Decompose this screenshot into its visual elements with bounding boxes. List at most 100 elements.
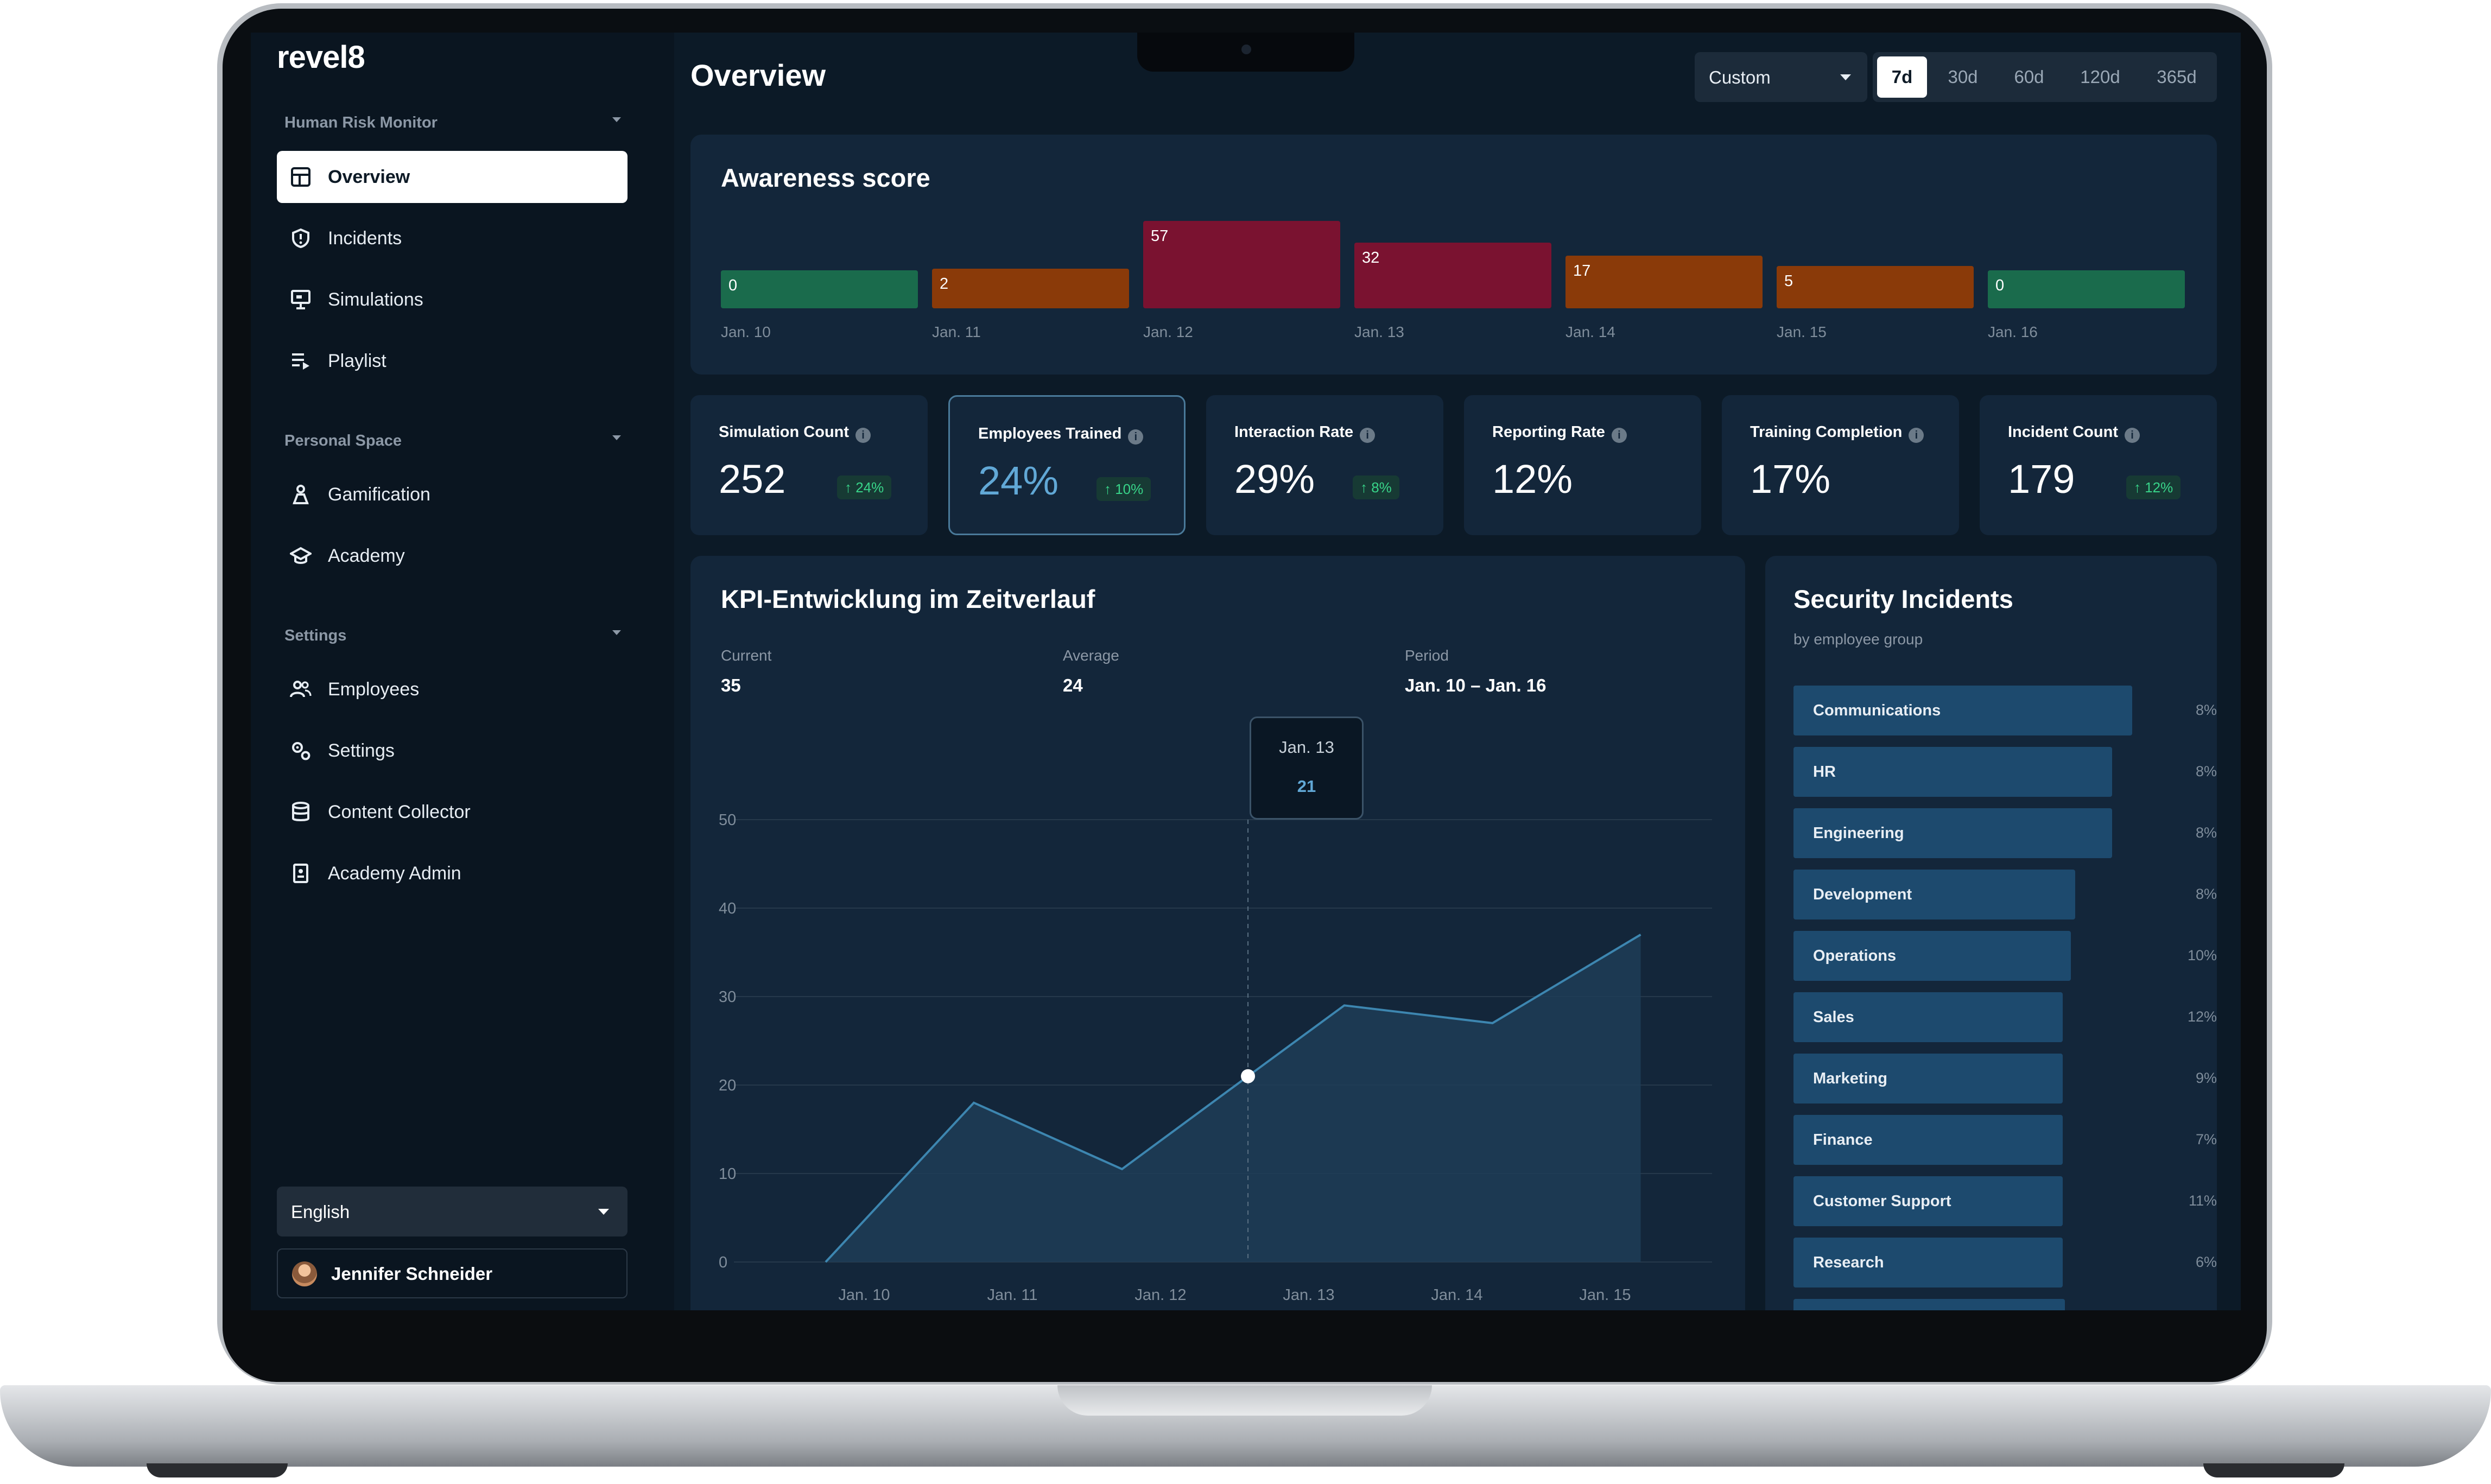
x-tick-label: Jan. 15 — [1579, 1286, 1631, 1304]
incident-group-bar[interactable]: Customer Support — [1793, 1176, 2063, 1226]
incident-group-pct: 12% — [2187, 1009, 2217, 1025]
kpi-value: 24% — [978, 458, 1059, 503]
incident-group-bar[interactable]: Development — [1793, 870, 2075, 919]
kpi-value: 17% — [1750, 456, 1831, 502]
incident-group-pct: 8% — [2195, 702, 2217, 718]
incident-group-name: HR — [1813, 763, 1836, 781]
incident-group-name: Research — [1813, 1254, 1884, 1271]
sidebar-item-employees[interactable]: Employees — [277, 663, 627, 715]
awareness-block[interactable]: 17 — [1565, 255, 1763, 308]
period-label: Period — [1405, 647, 1449, 664]
x-tick-label: Jan. 11 — [987, 1286, 1038, 1304]
sidebar-item-label: Playlist — [328, 351, 386, 371]
kpi-label: Incident Count i — [2008, 423, 2140, 443]
incident-group-pct: 11% — [2188, 1193, 2217, 1209]
awareness-block[interactable]: 57 — [1143, 220, 1340, 308]
section-header-personal-space[interactable]: Personal Space — [284, 432, 621, 454]
user-profile-button[interactable]: Jennifer Schneider — [277, 1248, 627, 1298]
sidebar-item-overview[interactable]: Overview — [277, 151, 627, 203]
avatar — [292, 1261, 317, 1286]
kpi-card[interactable]: Training Completion i 17% — [1722, 395, 1959, 535]
awareness-block[interactable]: 0 — [721, 270, 918, 308]
tab-365d[interactable]: 365d — [2157, 67, 2197, 87]
graduation-cap-icon — [290, 547, 312, 564]
user-name: Jennifer Schneider — [331, 1264, 493, 1284]
sidebar-item-simulations[interactable]: Simulations — [277, 274, 627, 326]
date-range-select[interactable]: Custom — [1695, 52, 1867, 102]
incident-group-bar[interactable]: Communications — [1793, 686, 2132, 735]
incident-group-name: Finance — [1813, 1131, 1873, 1149]
kpi-value: 29% — [1234, 456, 1315, 502]
sidebar-item-gamification[interactable]: Gamification — [277, 468, 627, 521]
kpi-card[interactable]: Simulation Count i 252 ↑ 24% — [690, 395, 928, 535]
incident-group-bar[interactable]: Engineering — [1793, 808, 2112, 858]
tab-120d[interactable]: 120d — [2080, 67, 2120, 87]
kpi-card[interactable]: Reporting Rate i 12% — [1464, 395, 1701, 535]
tooltip-date: Jan. 13 — [1279, 738, 1334, 757]
section-title: Human Risk Monitor — [284, 114, 438, 131]
sidebar-item-label: Simulations — [328, 289, 423, 310]
kpi-label: Employees Trained i — [978, 425, 1144, 445]
language-select[interactable]: English — [277, 1187, 627, 1236]
section-title: Settings — [284, 627, 347, 644]
section-header-settings[interactable]: Settings — [284, 627, 621, 649]
kpi-label: Reporting Rate i — [1492, 423, 1627, 443]
awareness-date: Jan. 16 — [1988, 324, 2038, 340]
kpi-card[interactable]: Employees Trained i 24% ↑ 10% — [948, 395, 1186, 535]
app-screen: revel8 Human Risk Monitor Overview Incid… — [251, 33, 2241, 1310]
sidebar-item-academy-admin[interactable]: Academy Admin — [277, 847, 627, 899]
awareness-block[interactable]: 0 — [1988, 270, 2185, 308]
sidebar-item-settings[interactable]: Settings — [277, 725, 627, 777]
kpi-value: 12% — [1492, 456, 1573, 502]
users-icon — [290, 681, 312, 697]
sidebar-item-label: Academy Admin — [328, 863, 461, 884]
sidebar-item-academy[interactable]: Academy — [277, 530, 627, 582]
security-incidents-subtitle: by employee group — [1793, 631, 1923, 648]
sidebar-item-content-collector[interactable]: Content Collector — [277, 786, 627, 838]
page-title: Overview — [690, 58, 826, 92]
incident-group-pct: 7% — [2195, 1131, 2217, 1147]
laptop-foot — [2203, 1463, 2344, 1477]
incident-group-name: Operations — [1813, 947, 1897, 965]
incident-group-name: Development — [1813, 886, 1912, 903]
incident-group-bar[interactable]: Marketing — [1793, 1054, 2063, 1104]
sidebar-item-incidents[interactable]: Incidents — [277, 212, 627, 264]
app-logo: revel8 — [277, 40, 365, 75]
incident-group-bar[interactable]: HR — [1793, 747, 2112, 797]
kpi-card[interactable]: Interaction Rate i 29% ↑ 8% — [1206, 395, 1443, 535]
awareness-block[interactable]: 2 — [932, 268, 1129, 308]
info-icon[interactable]: i — [1128, 429, 1144, 445]
section-header-human-risk-monitor[interactable]: Human Risk Monitor — [284, 114, 621, 136]
info-icon[interactable]: i — [1360, 428, 1376, 443]
awareness-block[interactable]: 5 — [1777, 266, 1974, 308]
awareness-value: 57 — [1151, 227, 1169, 245]
sidebar-item-playlist[interactable]: Playlist — [277, 335, 627, 387]
incident-group-pct: 6% — [2195, 1254, 2217, 1270]
x-tick-label: Jan. 14 — [1431, 1286, 1482, 1304]
awareness-block[interactable]: 32 — [1354, 242, 1551, 308]
info-icon[interactable]: i — [855, 428, 871, 443]
awareness-score-title: Awareness score — [721, 163, 930, 192]
kpi-label-text: Interaction Rate — [1234, 423, 1354, 441]
info-icon[interactable]: i — [2124, 428, 2140, 443]
sidebar: revel8 Human Risk Monitor Overview Incid… — [251, 33, 674, 1310]
awareness-value: 0 — [1995, 277, 2005, 294]
laptop-chin — [223, 1310, 2267, 1382]
incident-group-bar[interactable]: Research — [1793, 1238, 2063, 1288]
info-icon[interactable]: i — [1909, 428, 1924, 443]
y-tick-label: 20 — [719, 1077, 736, 1094]
kpi-card[interactable]: Incident Count i 179 ↑ 12% — [1980, 395, 2217, 535]
tab-60d[interactable]: 60d — [2014, 67, 2044, 87]
kpi-label-text: Incident Count — [2008, 423, 2118, 441]
tab-7d[interactable]: 7d — [1877, 56, 1927, 98]
tab-30d[interactable]: 30d — [1948, 67, 1978, 87]
kpi-label-text: Simulation Count — [719, 423, 850, 441]
playlist-icon — [292, 353, 309, 370]
info-icon[interactable]: i — [1611, 428, 1627, 443]
awareness-date: Jan. 14 — [1565, 324, 1615, 340]
incident-group-bar[interactable]: Finance — [1793, 1115, 2063, 1165]
incident-group-bar[interactable]: Operations — [1793, 931, 2071, 981]
section-title: Personal Space — [284, 432, 402, 449]
caret-down-icon — [612, 435, 621, 440]
incident-group-bar[interactable]: Sales — [1793, 992, 2063, 1042]
